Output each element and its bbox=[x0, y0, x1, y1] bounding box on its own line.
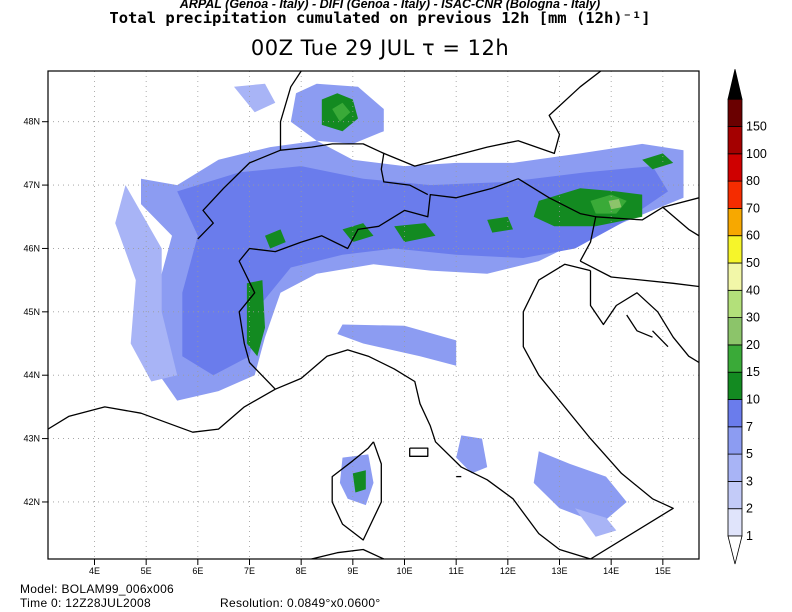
axis-ticks: 4E 5E 6E 7E 8E 9E 10E 11E 12E 13E 14E 15E 48N 47N 46N 4… bbox=[23, 117, 670, 576]
precip-patch-3mm bbox=[575, 508, 617, 537]
colorbar-box-1 bbox=[727, 508, 743, 537]
coastline-segment bbox=[203, 71, 204, 72]
coastline-segment bbox=[579, 260, 699, 288]
lat-tick-label: 46N bbox=[23, 243, 40, 253]
colorbar: 1 2 3 5 7 10 15 20 30 40 50 60 70 80 100 150 bbox=[727, 69, 767, 565]
colorbar-box-5 bbox=[727, 426, 743, 455]
colorbar-box-10 bbox=[727, 371, 743, 400]
precip-patch-10mm bbox=[352, 470, 366, 493]
colorbar-top-triangle bbox=[727, 69, 743, 100]
coastline-segment bbox=[238, 178, 597, 390]
time0-label: Time 0: 12Z28JUL2008 bbox=[20, 596, 151, 610]
colorbar-box-3 bbox=[727, 453, 743, 482]
lon-tick-label: 5E bbox=[141, 566, 152, 576]
colorbar-label: 7 bbox=[746, 420, 753, 434]
coastline-segment bbox=[48, 349, 591, 559]
lon-tick-label: 9E bbox=[347, 566, 358, 576]
lat-tick-label: 48N bbox=[23, 117, 40, 127]
precip-patch-20mm bbox=[608, 199, 622, 210]
precipitation-field bbox=[115, 83, 684, 537]
lon-tick-label: 4E bbox=[89, 566, 100, 576]
precip-patch-10mm bbox=[394, 223, 436, 243]
precip-patch-10mm bbox=[246, 280, 265, 357]
lon-tick-label: 12E bbox=[500, 566, 516, 576]
lon-tick-label: 15E bbox=[655, 566, 671, 576]
coastline-segment bbox=[595, 197, 699, 221]
colorbar-box-70 bbox=[727, 180, 743, 209]
colorbar-box-20 bbox=[727, 317, 743, 346]
lon-tick-label: 13E bbox=[551, 566, 567, 576]
lat-lon-grid bbox=[48, 71, 699, 559]
map-frame bbox=[47, 70, 700, 560]
precip-patch-3mm bbox=[234, 83, 276, 113]
lon-tick-label: 7E bbox=[244, 566, 255, 576]
colorbar-label: 1 bbox=[746, 529, 753, 543]
colorbar-label: 100 bbox=[746, 147, 767, 161]
lon-tick-label: 8E bbox=[296, 566, 307, 576]
coastlines-and-borders bbox=[48, 71, 699, 559]
precip-patch-5mm bbox=[337, 324, 457, 366]
resolution-label: Resolution: 0.0849°x0.0600° bbox=[220, 596, 381, 610]
colorbar-label: 10 bbox=[746, 393, 760, 407]
colorbar-label: 60 bbox=[746, 229, 760, 243]
colorbar-box-80 bbox=[727, 153, 743, 182]
colorbar-bottom-triangle bbox=[727, 535, 743, 565]
precip-patch-5mm bbox=[456, 435, 488, 474]
lon-tick-label: 14E bbox=[603, 566, 619, 576]
colorbar-label: 150 bbox=[746, 120, 767, 134]
colorbar-box-150 bbox=[727, 98, 743, 127]
coastline-segment bbox=[197, 143, 429, 240]
lat-tick-label: 42N bbox=[23, 497, 40, 507]
colorbar-label: 40 bbox=[746, 283, 760, 297]
colorbar-label: 50 bbox=[746, 256, 760, 270]
colorbar-label: 5 bbox=[746, 447, 753, 461]
institutions-header: ARPAL (Genoa - Italy) - DIFI (Genoa - It… bbox=[179, 0, 601, 11]
colorbar-label: 80 bbox=[746, 174, 760, 188]
colorbar-box-30 bbox=[727, 289, 743, 318]
colorbar-box-50 bbox=[727, 235, 743, 264]
colorbar-box-15 bbox=[727, 344, 743, 373]
lon-tick-label: 10E bbox=[396, 566, 412, 576]
colorbar-box-60 bbox=[727, 207, 743, 237]
precip-patch-3mm bbox=[115, 185, 178, 382]
colorbar-label: 15 bbox=[746, 365, 760, 379]
lat-tick-label: 47N bbox=[23, 180, 40, 190]
model-label: Model: BOLAM99_006x006 bbox=[20, 582, 175, 596]
coastline-segment bbox=[662, 206, 699, 237]
colorbar-label: 30 bbox=[746, 311, 760, 325]
coastline-segment bbox=[652, 330, 669, 348]
coastline-segment bbox=[409, 447, 429, 457]
colorbar-label: 2 bbox=[746, 502, 753, 516]
map-title: Total precipitation cumulated on previou… bbox=[109, 9, 651, 27]
lat-tick-label: 44N bbox=[23, 370, 40, 380]
lat-tick-label: 45N bbox=[23, 307, 40, 317]
colorbar-box-100 bbox=[727, 126, 743, 155]
precip-patch-10mm bbox=[265, 229, 286, 249]
precip-patch-5mm bbox=[533, 451, 627, 525]
lat-tick-label: 43N bbox=[23, 434, 40, 444]
valid-time-label: 00Z Tue 29 JUL τ = 12h bbox=[250, 36, 510, 60]
lon-tick-label: 6E bbox=[192, 566, 203, 576]
colorbar-label: 70 bbox=[746, 201, 760, 215]
coastline-segment bbox=[626, 314, 653, 338]
lon-tick-label: 11E bbox=[448, 566, 463, 576]
colorbar-box-2 bbox=[727, 480, 743, 510]
coastline-segment bbox=[589, 270, 699, 364]
colorbar-label: 20 bbox=[746, 338, 760, 352]
precip-patch-10mm bbox=[487, 216, 513, 233]
coastline-segment bbox=[522, 263, 674, 559]
precip-patch-15mm bbox=[332, 102, 351, 122]
coastline-segment bbox=[331, 441, 382, 541]
colorbar-box-40 bbox=[727, 262, 743, 291]
precip-patch-10mm bbox=[642, 153, 674, 170]
coastline-segment bbox=[311, 548, 385, 559]
coastline-segment bbox=[279, 71, 302, 151]
colorbar-box-7 bbox=[727, 399, 743, 428]
coastline-segment bbox=[383, 71, 602, 167]
colorbar-label: 3 bbox=[746, 474, 753, 488]
